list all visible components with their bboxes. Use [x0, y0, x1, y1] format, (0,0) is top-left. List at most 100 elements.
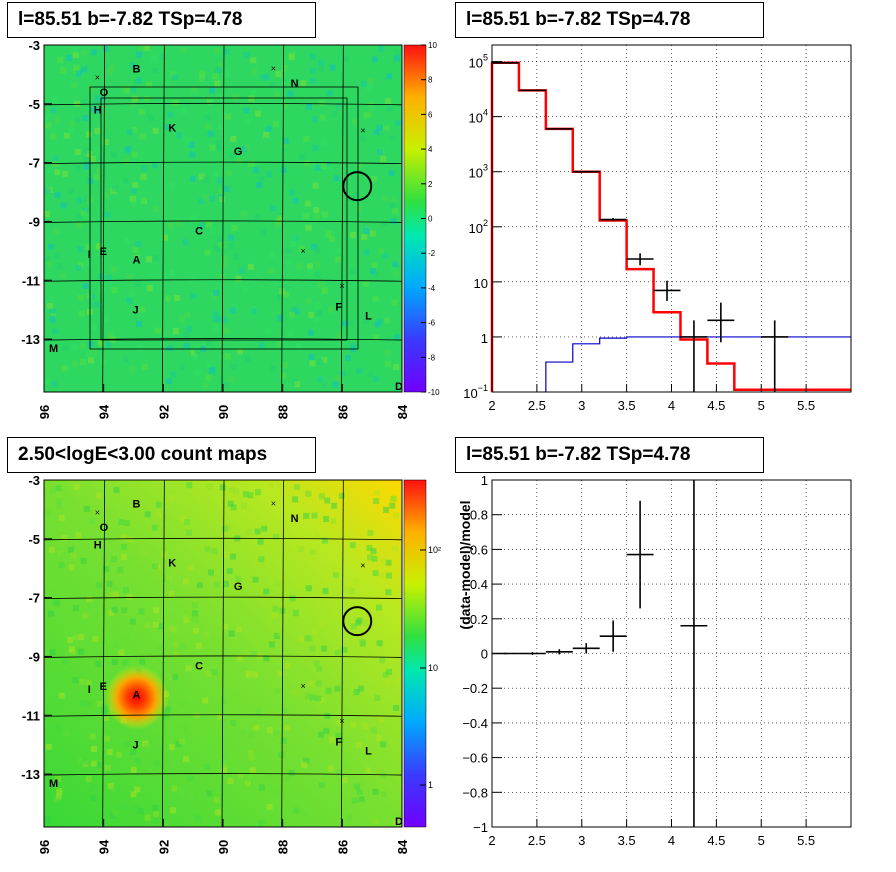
map-pixel [252, 576, 259, 583]
map-pixel [395, 120, 402, 127]
map-pixel [359, 639, 366, 646]
map-pixel [311, 243, 318, 250]
source-label: B [132, 64, 140, 76]
y-tick-label: -3 [28, 38, 40, 53]
map-pixel [265, 125, 272, 132]
map-pixel [168, 269, 175, 276]
map-pixel [324, 712, 331, 719]
map-pixel [366, 84, 373, 91]
map-pixel [313, 660, 320, 667]
map-pixel [196, 642, 203, 649]
map-pixel [288, 54, 295, 61]
x-tick-label: 4 [668, 398, 675, 413]
map-pixel [167, 111, 174, 118]
map-pixel [321, 537, 328, 544]
y-tick-label: -9 [28, 649, 40, 664]
map-pixel [96, 107, 103, 114]
source-label: J [132, 305, 138, 317]
map-pixel [228, 630, 235, 637]
x-tick-label: 2 [488, 398, 495, 413]
map-pixel [85, 700, 92, 707]
map-pixel [165, 575, 172, 582]
map-pixel [136, 51, 143, 58]
map-pixel [308, 329, 315, 336]
map-pixel [224, 353, 231, 360]
source-label: J [132, 740, 138, 752]
map-pixel [152, 817, 159, 824]
map-pixel [191, 616, 198, 623]
map-pixel [344, 355, 351, 362]
map-pixel [60, 272, 67, 279]
map-pixel [237, 348, 244, 355]
map-pixel [61, 534, 68, 541]
map-pixel [226, 568, 233, 575]
map-pixel [134, 280, 141, 287]
map-pixel [304, 160, 311, 167]
map-pixel [61, 807, 68, 814]
map-pixel [112, 810, 119, 817]
map-pixel [254, 213, 261, 220]
map-pixel [275, 71, 282, 78]
map-pixel [204, 763, 211, 770]
map-pixel [272, 605, 279, 612]
map-pixel [367, 371, 374, 378]
map-pixel [341, 646, 348, 653]
map-pixel [88, 357, 95, 364]
x-tick-label: 3 [578, 833, 585, 848]
map-pixel [266, 727, 273, 734]
map-pixel [282, 102, 289, 109]
map-pixel [45, 378, 52, 385]
map-pixel [130, 86, 137, 93]
map-pixel [186, 325, 193, 332]
map-pixel [168, 673, 175, 680]
map-pixel [72, 52, 79, 59]
y-tick-label: 102 [469, 218, 488, 236]
source-label: G [234, 146, 243, 158]
y-tick-label: -7 [28, 156, 40, 171]
map-pixel [89, 518, 96, 525]
map-pixel [377, 148, 384, 155]
map-pixel [122, 355, 129, 362]
map-pixel [46, 167, 53, 174]
map-pixel [205, 221, 212, 228]
map-pixel [351, 797, 358, 804]
map-pixel [317, 376, 324, 383]
y-tick-label: −0.2 [462, 681, 488, 696]
map-pixel [136, 345, 143, 352]
map-pixel [253, 167, 260, 174]
map-pixel [73, 484, 80, 491]
map-pixel [305, 298, 312, 305]
map-pixel [144, 814, 151, 821]
map-pixel [72, 634, 79, 641]
map-pixel [168, 744, 175, 751]
map-pixel [80, 50, 87, 57]
map-pixel [217, 123, 224, 130]
count-hotspot [104, 665, 169, 730]
map-pixel [267, 482, 274, 489]
x-tick-label: 96 [37, 840, 52, 854]
map-pixel [226, 170, 233, 177]
map-pixel [73, 100, 80, 107]
source-label: K [168, 557, 176, 569]
map-pixel [393, 705, 400, 712]
map-pixel [373, 334, 380, 341]
map-pixel [184, 311, 191, 318]
map-pixel [50, 107, 57, 114]
map-pixel [132, 247, 139, 254]
x-tick-label: 3.5 [618, 833, 636, 848]
map-pixel [273, 580, 280, 587]
map-pixel [60, 67, 67, 74]
map-pixel [392, 261, 399, 268]
map-pixel [356, 788, 363, 795]
map-pixel [204, 249, 211, 256]
map-pixel [331, 111, 338, 118]
map-pixel [55, 775, 61, 782]
map-pixel [292, 197, 299, 204]
map-pixel [384, 349, 391, 356]
map-pixel [53, 252, 60, 259]
map-pixel [57, 57, 64, 64]
map-pixel [383, 125, 390, 132]
map-pixel [56, 724, 63, 731]
colorbar-tick-label: 1 [428, 780, 433, 790]
map-pixel [276, 294, 283, 301]
